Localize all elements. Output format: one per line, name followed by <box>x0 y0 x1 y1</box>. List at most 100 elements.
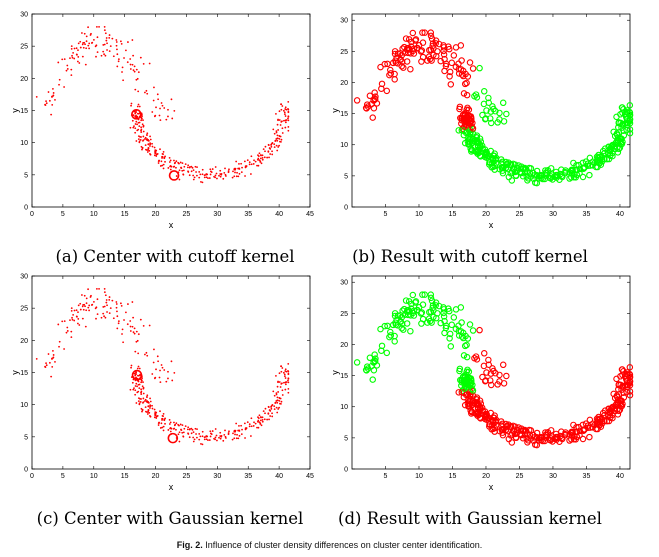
data-point <box>570 174 578 181</box>
data-point <box>276 149 279 152</box>
data-point <box>146 151 149 153</box>
data-point <box>482 412 489 419</box>
data-point <box>106 311 108 313</box>
data-point <box>225 175 227 177</box>
data-point <box>244 427 247 430</box>
x-tick-label: 5 <box>61 211 65 218</box>
data-point <box>280 138 283 141</box>
data-point <box>183 165 186 168</box>
data-point <box>425 315 433 322</box>
data-point <box>608 143 615 151</box>
data-point <box>135 402 138 404</box>
data-point <box>485 356 492 364</box>
data-point <box>284 115 287 117</box>
data-point <box>169 430 172 433</box>
data-point <box>153 146 156 149</box>
data-point <box>154 412 157 415</box>
data-point <box>267 412 270 415</box>
data-point <box>140 126 143 129</box>
data-point <box>222 439 225 442</box>
data-point <box>276 396 279 399</box>
data-point <box>126 323 129 326</box>
data-point <box>469 65 477 72</box>
data-point <box>452 44 460 51</box>
data-point <box>193 438 196 441</box>
data-point <box>136 367 139 370</box>
data-point <box>52 354 55 356</box>
data-point <box>393 54 400 62</box>
data-point <box>162 425 165 428</box>
data-point <box>260 424 263 427</box>
data-point <box>280 402 282 405</box>
data-point <box>216 177 218 180</box>
data-point <box>287 111 290 114</box>
data-point <box>266 156 269 159</box>
data-point <box>515 424 522 431</box>
data-point <box>116 48 118 51</box>
data-point <box>241 166 243 169</box>
data-point <box>500 118 508 125</box>
data-point <box>262 148 265 151</box>
subcaption-d: (d) Result with Gaussian kernel <box>338 509 602 528</box>
data-point <box>153 154 156 157</box>
data-point <box>568 432 576 439</box>
data-point <box>81 305 84 308</box>
data-point <box>280 140 282 143</box>
data-point <box>58 340 61 343</box>
data-point <box>432 37 440 44</box>
data-point <box>173 371 176 374</box>
data-point <box>234 429 237 432</box>
data-point <box>119 302 122 305</box>
data-point <box>377 63 384 71</box>
data-point <box>205 438 208 441</box>
data-point <box>135 330 138 333</box>
x-tick-label: 10 <box>415 211 423 218</box>
x-tick-label: 0 <box>30 211 34 218</box>
data-point <box>72 51 75 54</box>
data-point <box>52 87 54 90</box>
y-tick-label: 5 <box>24 434 28 441</box>
data-point <box>472 91 480 98</box>
data-point <box>83 294 86 297</box>
data-point <box>278 372 281 375</box>
data-point <box>273 408 276 410</box>
data-point <box>494 381 501 388</box>
data-point <box>250 417 253 420</box>
data-point <box>271 415 274 418</box>
data-point <box>427 291 435 298</box>
data-point <box>487 377 494 384</box>
data-point <box>428 297 436 305</box>
data-point <box>125 49 127 52</box>
data-point <box>160 102 163 104</box>
data-point <box>196 436 198 439</box>
data-point <box>237 437 240 440</box>
data-point <box>175 175 178 177</box>
data-point <box>209 435 212 438</box>
data-point <box>139 401 142 403</box>
data-point <box>403 46 411 53</box>
x-tick-label: 0 <box>30 473 34 480</box>
data-point <box>469 327 477 334</box>
data-point <box>153 408 156 411</box>
data-point <box>133 332 136 335</box>
data-point <box>103 43 106 46</box>
data-point <box>156 355 159 358</box>
data-point <box>287 391 290 394</box>
data-point <box>483 369 490 376</box>
data-point <box>460 90 468 97</box>
data-point <box>424 57 431 64</box>
data-point <box>407 327 414 335</box>
data-point <box>238 162 240 165</box>
data-point <box>277 380 279 383</box>
data-point <box>624 383 631 391</box>
data-point <box>105 301 108 304</box>
data-point <box>129 388 132 391</box>
x-tick-label: 20 <box>482 211 490 218</box>
data-point <box>66 68 69 70</box>
data-point <box>90 294 92 297</box>
data-point <box>167 370 169 373</box>
data-point <box>285 108 288 111</box>
data-point <box>582 158 590 165</box>
data-point <box>133 70 136 73</box>
data-point <box>538 434 546 441</box>
